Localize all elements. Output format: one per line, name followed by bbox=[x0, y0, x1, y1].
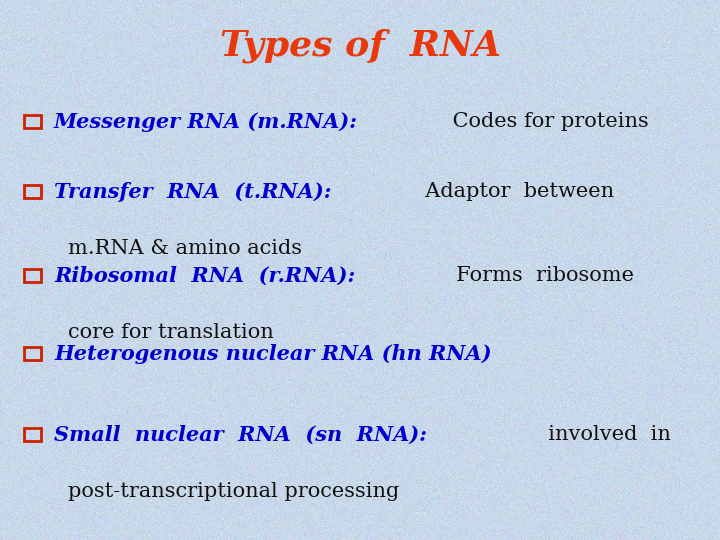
Text: Forms  ribosome: Forms ribosome bbox=[443, 266, 634, 285]
Text: Types of  RNA: Types of RNA bbox=[220, 29, 500, 63]
Text: Heterogenous nuclear RNA (hn RNA): Heterogenous nuclear RNA (hn RNA) bbox=[54, 343, 492, 364]
Text: m.RNA & amino acids: m.RNA & amino acids bbox=[68, 239, 302, 258]
Text: involved  in: involved in bbox=[535, 425, 671, 444]
Text: Adaptor  between: Adaptor between bbox=[412, 182, 614, 201]
Text: Codes for proteins: Codes for proteins bbox=[446, 112, 649, 131]
Text: post-transcriptional processing: post-transcriptional processing bbox=[68, 482, 400, 501]
Text: Small  nuclear  RNA  (sn  RNA):: Small nuclear RNA (sn RNA): bbox=[54, 424, 427, 445]
Text: core for translation: core for translation bbox=[68, 322, 274, 342]
Text: Messenger RNA (m.RNA):: Messenger RNA (m.RNA): bbox=[54, 111, 358, 132]
Text: Transfer  RNA  (t.RNA):: Transfer RNA (t.RNA): bbox=[54, 181, 331, 202]
Text: Ribosomal  RNA  (r.RNA):: Ribosomal RNA (r.RNA): bbox=[54, 265, 355, 286]
